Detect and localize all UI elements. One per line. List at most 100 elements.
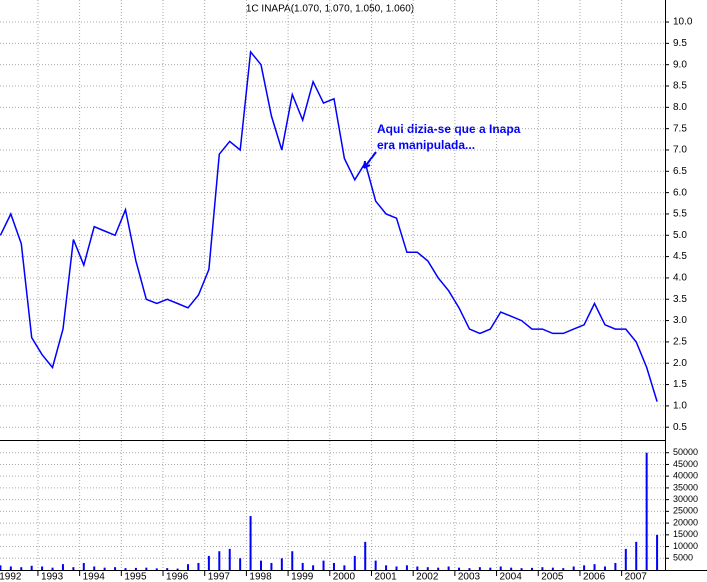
- y-tick-label: 1.5: [673, 379, 687, 390]
- y-tick-label: 4.5: [673, 251, 687, 262]
- volume-bar: [405, 565, 408, 570]
- volume-bar: [134, 567, 137, 570]
- volume-bar: [20, 567, 23, 570]
- volume-bar: [364, 541, 367, 570]
- x-tick-label: 2001: [374, 572, 397, 582]
- annotation: Aqui dizia-se que a Inapa: [377, 122, 521, 136]
- volume-bar: [155, 568, 158, 570]
- y-tick-label: 9.0: [673, 59, 687, 70]
- volume-bar: [239, 558, 242, 570]
- x-tick-label: 1995: [124, 572, 147, 582]
- volume-bar: [447, 566, 450, 570]
- volume-bar: [572, 566, 575, 570]
- y-tick-label: 1.0: [673, 401, 687, 412]
- y-tick-label: 40000: [673, 471, 698, 481]
- volume-bar: [635, 541, 638, 570]
- y-tick-label: 20000: [673, 517, 698, 527]
- x-tick-label: 2004: [500, 572, 523, 582]
- volume-bar: [82, 562, 85, 570]
- y-tick-label: 3.5: [673, 294, 687, 305]
- y-tick-label: 9.5: [673, 38, 687, 49]
- volume-bar: [259, 560, 262, 570]
- volume-bar: [385, 565, 388, 570]
- volume-bar: [656, 534, 659, 570]
- volume-bar: [645, 452, 648, 570]
- y-tick-label: 10000: [673, 541, 698, 551]
- y-tick-label: 0.5: [673, 422, 687, 433]
- volume-bar: [603, 566, 606, 570]
- x-tick-label: 1993: [41, 572, 64, 582]
- y-tick-label: 6.5: [673, 166, 687, 177]
- volume-bar: [353, 555, 356, 570]
- volume-bar: [93, 566, 96, 570]
- volume-bar: [228, 548, 231, 570]
- y-tick-label: 30000: [673, 494, 698, 504]
- volume-bar: [322, 560, 325, 570]
- volume-bar: [416, 566, 419, 570]
- volume-bar: [531, 567, 533, 570]
- y-tick-label: 4.0: [673, 273, 687, 284]
- volume-bar: [583, 565, 586, 570]
- x-tick-label: 2006: [583, 572, 606, 582]
- volume-bar: [270, 562, 273, 570]
- volume-bar: [551, 567, 554, 570]
- x-tick-label: 2007: [625, 572, 648, 582]
- x-tick-label: 1998: [249, 572, 272, 582]
- volume-bar: [145, 567, 148, 570]
- y-tick-label: 25000: [673, 506, 698, 516]
- volume-bar: [72, 567, 75, 570]
- volume-bar: [332, 562, 335, 570]
- volume-bar: [166, 568, 169, 570]
- y-tick-label: 5.0: [673, 230, 687, 241]
- y-tick-label: 3.0: [673, 315, 687, 326]
- volume-bar: [562, 568, 565, 570]
- volume-bar: [374, 560, 377, 570]
- y-tick-label: 6.0: [673, 187, 687, 198]
- y-tick-label: 8.5: [673, 81, 687, 92]
- x-tick-label: 2005: [541, 572, 564, 582]
- volume-bar: [291, 551, 294, 570]
- x-tick-label: 1992: [0, 572, 22, 582]
- volume-bar: [30, 565, 33, 570]
- volume-bar: [468, 568, 471, 570]
- y-tick-label: 7.5: [673, 123, 687, 134]
- y-tick-label: 7.0: [673, 145, 687, 156]
- y-tick-label: 10.0: [673, 17, 693, 28]
- volume-bar: [301, 562, 304, 570]
- volume-bar: [593, 564, 596, 570]
- volume-bar: [499, 566, 502, 570]
- y-tick-label: 8.0: [673, 102, 687, 113]
- volume-bar: [61, 564, 64, 570]
- x-tick-label: 2000: [333, 572, 356, 582]
- volume-bar: [312, 565, 315, 570]
- x-tick-label: 1999: [291, 572, 314, 582]
- annotation: era manipulada...: [377, 138, 475, 152]
- x-tick-label: 1997: [208, 572, 231, 582]
- volume-bar: [176, 568, 179, 570]
- volume-bar: [0, 565, 2, 570]
- volume-bar: [103, 567, 106, 570]
- x-tick-label: 2003: [458, 572, 481, 582]
- volume-bar: [197, 562, 200, 570]
- volume-bar: [520, 568, 523, 570]
- y-tick-label: 5000: [673, 553, 693, 563]
- volume-bar: [458, 567, 461, 570]
- volume-bar: [343, 565, 346, 570]
- volume-bar: [624, 548, 627, 570]
- volume-bar: [41, 566, 44, 570]
- x-tick-label: 1994: [83, 572, 106, 582]
- y-tick-label: 15000: [673, 529, 698, 539]
- y-tick-label: 45000: [673, 459, 698, 469]
- volume-bar: [510, 567, 513, 570]
- y-tick-label: 50000: [673, 447, 698, 457]
- volume-bar: [51, 567, 54, 570]
- x-tick-label: 2002: [416, 572, 439, 582]
- y-tick-label: 2.0: [673, 358, 687, 369]
- y-tick-label: 35000: [673, 482, 698, 492]
- volume-bar: [426, 567, 429, 570]
- volume-bar: [437, 567, 440, 570]
- volume-bar: [187, 564, 190, 570]
- volume-bar: [9, 566, 12, 570]
